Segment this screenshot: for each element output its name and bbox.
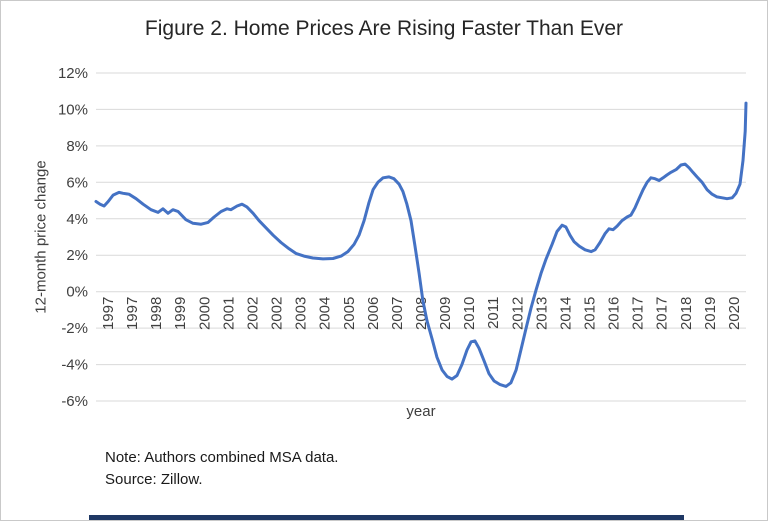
x-tick-label: 1998: [148, 297, 165, 330]
x-tick-label: 2017: [654, 297, 671, 330]
y-tick-label: 10%: [58, 101, 88, 118]
y-tick-label: -4%: [61, 357, 88, 374]
bottom-accent-bar: [89, 515, 684, 520]
note-text: Note: Authors combined MSA data.: [105, 449, 339, 466]
x-tick-label: 2017: [630, 297, 647, 330]
x-tick-label: 2005: [341, 297, 358, 330]
x-tick-label: 2019: [702, 297, 719, 330]
x-tick-label: 2007: [389, 297, 406, 330]
x-tick-label: 1999: [172, 297, 189, 330]
x-tick-label: 2003: [293, 297, 310, 330]
x-tick-label: 2010: [461, 297, 478, 330]
price-change-line: [94, 101, 748, 388]
source-text: Source: Zillow.: [105, 471, 203, 488]
x-axis-title: year: [406, 403, 436, 420]
x-tick-label: 2002: [269, 297, 286, 330]
y-tick-label: 2%: [66, 247, 88, 264]
x-tick-label: 2006: [365, 297, 382, 330]
y-tick-label: 6%: [66, 174, 88, 191]
x-tick-label: 2004: [317, 297, 334, 330]
x-tick-label: 2020: [726, 297, 743, 330]
x-tick-label: 2002: [244, 297, 261, 330]
y-tick-label: 8%: [66, 138, 88, 155]
chart-title: Figure 2. Home Prices Are Rising Faster …: [144, 17, 624, 40]
x-tick-label: 2016: [606, 297, 623, 330]
x-tick-label: 2014: [557, 297, 574, 330]
x-tick-label: 2011: [485, 297, 502, 329]
x-tick-label: 2013: [533, 297, 550, 330]
y-tick-label: 12%: [58, 65, 88, 82]
x-tick-label: 1997: [100, 297, 117, 330]
x-tick-label: 2009: [437, 297, 454, 330]
x-tick-label: 2012: [509, 297, 526, 330]
x-tick-label: 2001: [220, 297, 237, 330]
x-tick-label: 2018: [678, 297, 695, 330]
y-axis-title: 12-month price change: [32, 160, 50, 314]
y-tick-label: -2%: [61, 320, 88, 337]
x-tick-label: 2000: [196, 297, 213, 330]
y-tick-label: 0%: [66, 284, 88, 301]
x-tick-label: 2015: [582, 297, 599, 330]
y-tick-label: 4%: [66, 211, 88, 228]
x-tick-label: 1997: [124, 297, 141, 330]
y-tick-label: -6%: [61, 393, 88, 410]
